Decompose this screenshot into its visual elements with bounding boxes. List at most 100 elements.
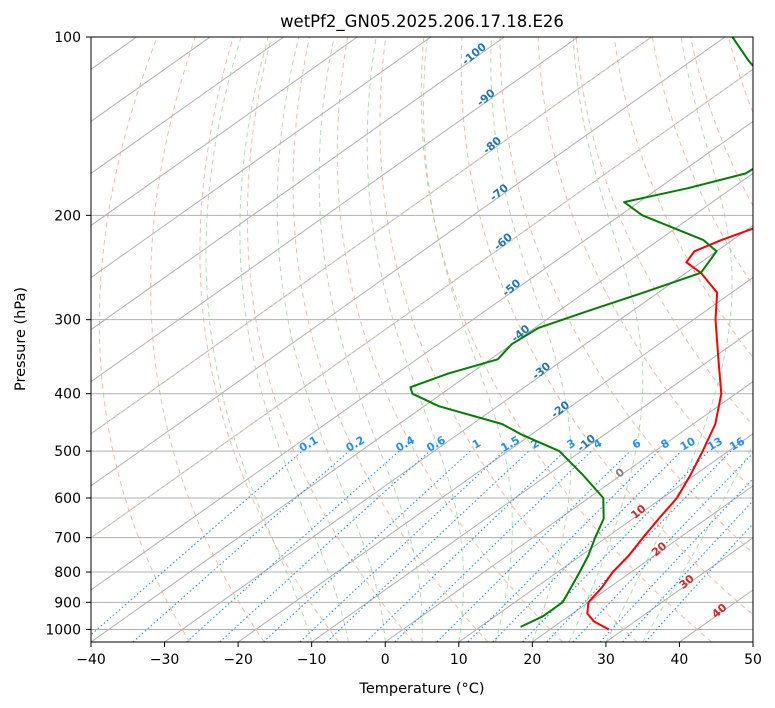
moist-adiabat-line — [568, 37, 644, 642]
moist-adiabat-line — [490, 37, 572, 642]
background-lines — [0, 37, 775, 642]
y-tick-label: 500 — [54, 444, 81, 460]
mixing-ratio-label: 6 — [630, 436, 643, 451]
isotherm-line — [0, 37, 63, 642]
mixing-ratio-line — [572, 452, 753, 642]
isotherm-label: -70 — [487, 181, 511, 204]
dry-adiabat-line — [460, 37, 753, 616]
isotherm-line — [384, 381, 753, 642]
isotherm-label: 10 — [628, 502, 648, 522]
x-tick-label: 40 — [671, 652, 689, 668]
mixing-ratio-line — [91, 450, 303, 636]
isotherm-line — [91, 37, 432, 279]
x-tick-label: 0 — [381, 652, 390, 668]
dry-adiabat-line — [690, 37, 753, 207]
mixing-ratio-line — [467, 450, 660, 642]
chart-title: wetPf2_GN05.2025.206.17.18.E26 — [280, 12, 564, 32]
isotherm-line — [532, 485, 753, 642]
mixing-ratio-line — [186, 450, 400, 642]
dry-adiabat-line — [199, 37, 340, 642]
x-tick-label: 20 — [523, 652, 541, 668]
mixing-ratio-line — [546, 450, 732, 642]
y-tick-label: 400 — [54, 387, 81, 403]
dry-adiabat-line — [537, 37, 753, 491]
isotherm-label: 0 — [613, 465, 627, 480]
x-tick-label: −30 — [150, 652, 180, 668]
mixing-ratio-line — [622, 500, 753, 642]
dry-adiabat-line — [98, 37, 191, 642]
isotherm-label: -80 — [480, 134, 504, 157]
isotherm-line — [91, 120, 753, 591]
x-axis-title: Temperature (°C) — [358, 681, 484, 697]
y-axis-title: Pressure (hPa) — [13, 287, 29, 391]
isotherm-line — [752, 641, 753, 642]
y-tick-label: 300 — [54, 313, 81, 329]
isotherm-label: 40 — [709, 601, 729, 621]
isotherm-line — [91, 37, 505, 331]
dry-adiabat-line — [767, 37, 775, 642]
moist-adiabat-line — [366, 37, 464, 642]
dry-adiabat-line — [379, 37, 638, 642]
x-tick-label: 50 — [744, 652, 762, 668]
y-tick-label: 200 — [54, 208, 81, 224]
isotherm-label: -90 — [474, 86, 498, 109]
background-curve — [91, 68, 753, 539]
dry-adiabat-line — [575, 37, 753, 427]
x-tick-label: −20 — [223, 652, 253, 668]
y-tick-label: 600 — [54, 491, 81, 507]
isotherm-line — [164, 224, 753, 642]
isotherm-line — [91, 37, 579, 383]
moist-adiabat-line — [642, 443, 753, 642]
x-tick-label: 30 — [597, 652, 615, 668]
isotherm-line — [91, 37, 652, 435]
isotherm-label: -50 — [500, 276, 524, 299]
isotherm-label: -60 — [491, 230, 515, 253]
dry-adiabat-line — [420, 37, 713, 642]
isotherm-line — [91, 37, 211, 122]
dry-adiabat-line — [292, 37, 489, 642]
dry-adiabat-line — [150, 37, 265, 642]
mixing-ratio-label: 8 — [658, 437, 671, 452]
dry-adiabat-line — [499, 37, 753, 554]
y-tick-label: 700 — [54, 531, 81, 547]
temperature-profile — [586, 227, 753, 631]
moist-adiabat-line — [422, 37, 513, 642]
x-tick-label: 10 — [450, 652, 468, 668]
isotherm-line — [91, 37, 726, 487]
dewpoint-profile — [409, 37, 753, 628]
mixing-ratio-line — [365, 450, 566, 642]
mixing-ratio-line — [326, 450, 530, 642]
mixing-ratio-line — [263, 450, 471, 642]
mixing-ratio-line — [644, 522, 753, 642]
dry-adiabat-line — [246, 37, 414, 642]
isotherm-label: -20 — [549, 398, 573, 421]
isotherm-line — [605, 537, 753, 642]
mixing-ratio-label: 20 — [751, 434, 771, 453]
x-tick-label: −40 — [76, 652, 106, 668]
isotherm-line — [311, 328, 753, 642]
isotherm-line — [91, 37, 358, 227]
dry-adiabat-line — [336, 37, 563, 642]
moist-adiabat-line — [205, 37, 313, 642]
mixing-ratio-line — [132, 450, 350, 642]
mixing-ratio-label: 1 — [470, 437, 483, 452]
y-tick-label: 1000 — [45, 622, 81, 638]
dry-adiabat-line — [728, 37, 753, 115]
moist-adiabat-line — [605, 37, 733, 642]
isotherm-line — [458, 433, 753, 642]
mixing-ratio-line — [436, 450, 631, 642]
y-tick-label: 900 — [54, 595, 81, 611]
isotherm-line — [91, 172, 753, 642]
mixing-ratio-line — [219, 450, 431, 642]
dry-adiabat-line — [613, 37, 753, 359]
isotherm-label: -30 — [530, 359, 554, 382]
x-tick-label: −10 — [297, 652, 327, 668]
y-tick-label: 800 — [54, 565, 81, 581]
mixing-ratio-line — [492, 450, 682, 642]
background-curve — [91, 37, 652, 435]
mixing-ratio-line — [522, 450, 710, 642]
isotherm-label: -100 — [459, 40, 489, 68]
plot-frame — [90, 36, 754, 643]
dry-adiabat-line — [651, 37, 753, 287]
